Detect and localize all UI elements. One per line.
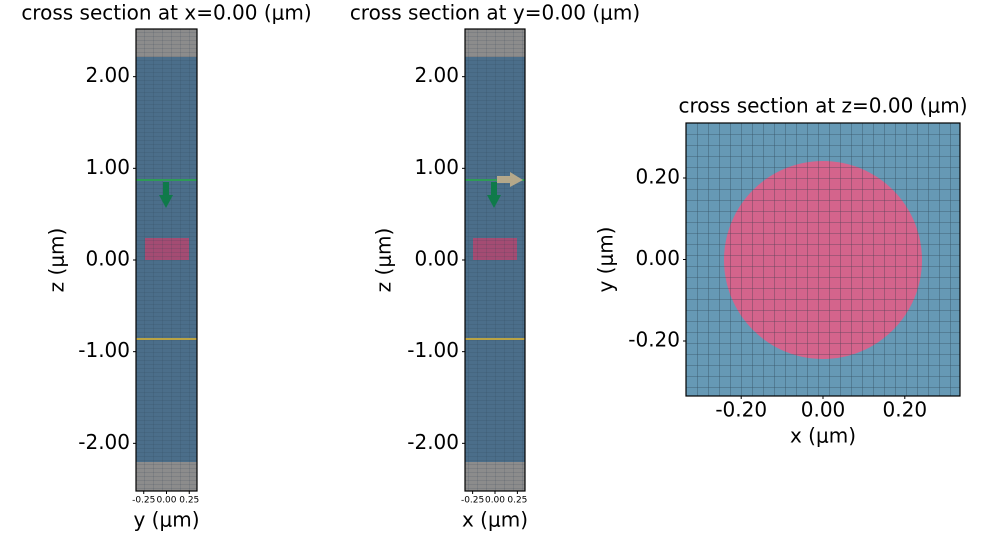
x-tick-label: -0.25 bbox=[132, 496, 155, 506]
y-tick-label: 2.00 bbox=[85, 63, 130, 87]
x-axis-label: x (μm) bbox=[790, 424, 856, 448]
panel-title: cross section at x=0.00 (μm) bbox=[21, 1, 311, 25]
y-tick-label: 0.00 bbox=[635, 246, 680, 270]
y-axis-label: y (μm) bbox=[594, 226, 618, 292]
x-tick-label: 0.00 bbox=[485, 496, 505, 506]
x-tick-label: 0.00 bbox=[801, 398, 846, 422]
y-tick-label: 0.00 bbox=[85, 247, 130, 271]
panel-3-scene bbox=[686, 123, 960, 396]
y-tick-label: -1.00 bbox=[78, 338, 130, 362]
panel-title: cross section at y=0.00 (μm) bbox=[350, 1, 640, 25]
x-tick-label: -0.20 bbox=[715, 398, 767, 422]
y-tick-label: 1.00 bbox=[414, 155, 459, 179]
y-axis-label: z (μm) bbox=[45, 228, 69, 293]
y-axis-label: z (μm) bbox=[372, 228, 396, 293]
panel-1-scene bbox=[136, 29, 197, 491]
x-tick-label: -0.25 bbox=[461, 496, 484, 506]
x-tick-label: 0.25 bbox=[507, 496, 527, 506]
x-tick-label: 0.25 bbox=[179, 496, 199, 506]
y-tick-label: -0.20 bbox=[628, 327, 680, 351]
y-tick-label: 0.00 bbox=[414, 247, 459, 271]
x-tick-label: 0.20 bbox=[883, 398, 928, 422]
y-tick-label: 0.20 bbox=[635, 165, 680, 189]
panel-2-scene bbox=[465, 29, 525, 491]
y-tick-label: -2.00 bbox=[407, 430, 459, 454]
y-tick-label: -2.00 bbox=[78, 430, 130, 454]
x-tick-label: 0.00 bbox=[156, 496, 176, 506]
y-tick-label: 2.00 bbox=[414, 63, 459, 87]
y-tick-label: -1.00 bbox=[407, 338, 459, 362]
panel-title: cross section at z=0.00 (μm) bbox=[678, 94, 967, 118]
x-axis-label: x (μm) bbox=[462, 508, 528, 532]
y-tick-label: 1.00 bbox=[85, 155, 130, 179]
x-axis-label: y (μm) bbox=[133, 508, 199, 532]
